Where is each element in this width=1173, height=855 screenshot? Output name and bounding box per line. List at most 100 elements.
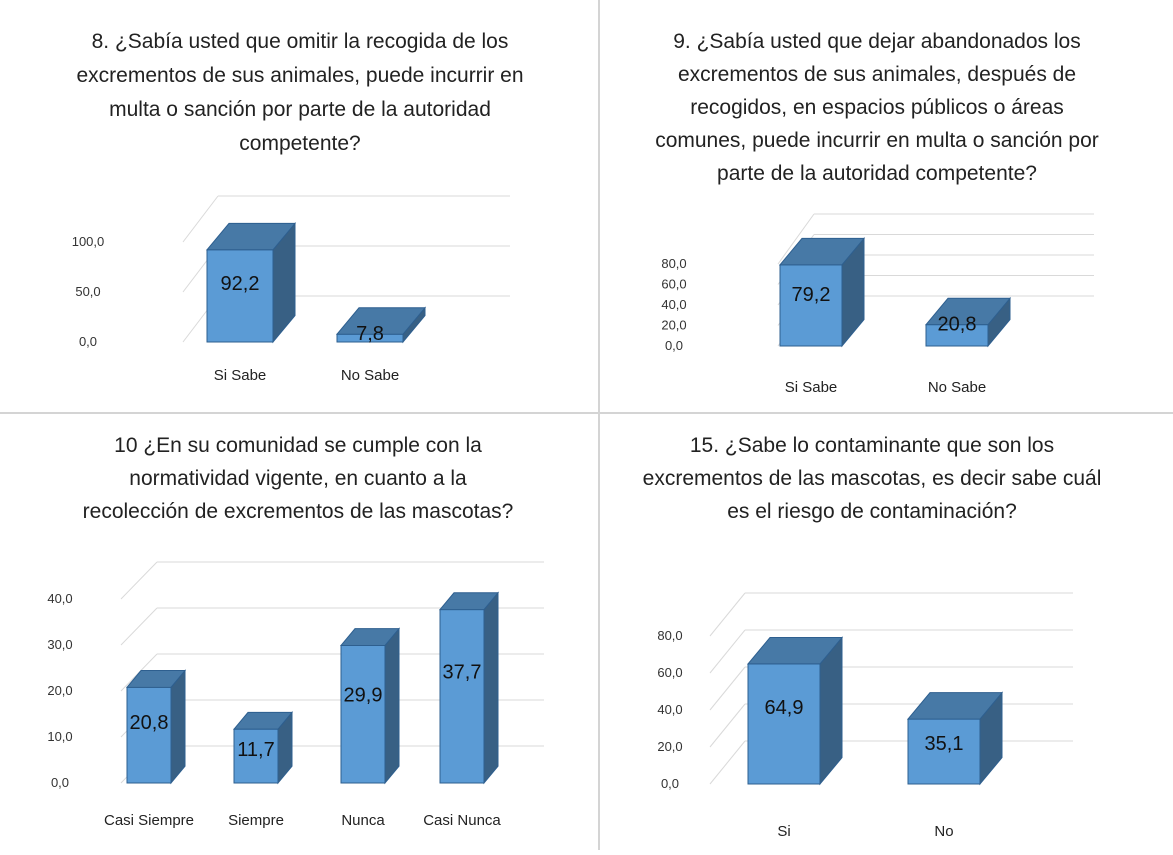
gridline-diagonal [709,666,746,711]
bar [232,710,294,785]
chart-title-line: comunes, puede incurrir en multa o sanci… [655,129,1099,152]
horizontal-divider-left [0,412,598,414]
chart-panel-q15: 15. ¿Sabe lo contaminante que son los exc… [600,414,1173,850]
gridline-diagonal [709,592,746,637]
y-tick-label: 0,0 [665,338,683,353]
bar-front [233,728,279,784]
y-tick-label: 40,0 [661,297,686,312]
gridline-diagonal [709,740,746,785]
bar [746,636,844,786]
data-label: 20,8 [938,314,977,336]
chart-title: 15. ¿Sabe lo contaminante que son los exc… [643,434,1102,523]
chart-title-line: parte de la autoridad competente? [717,162,1037,185]
y-tick-label: 50,0 [75,284,100,299]
bar-top [438,592,500,611]
bar-front [340,644,386,784]
bar-top [125,670,187,688]
data-label: 92,2 [221,273,260,295]
y-tick-label: 0,0 [51,775,69,790]
chart-title-line: 10 ¿En su comunidad se cumple con la [114,434,482,457]
data-label: 29,9 [344,685,383,707]
y-tick-label: 30,0 [47,637,72,652]
gridline-diagonal [120,607,158,646]
x-tick-label: Casi Nunca [423,812,501,829]
bar-top [746,637,844,665]
chart-title-line: excrementos de sus animales, puede incur… [76,64,523,87]
bar [335,306,427,344]
bar-side [483,591,499,785]
gridline-diagonal [777,213,815,265]
chart-title-line: normatividad vigente, en cuanto a la [129,467,467,490]
bar [438,591,500,785]
x-tick-label: Si Sabe [214,367,267,384]
chart-panel-q10: 10 ¿En su comunidad se cumple con la norm… [0,414,598,850]
x-tick-label: Casi Siempre [104,812,194,829]
gridline-diagonal [182,195,219,243]
vertical-divider [598,0,600,850]
data-label: 79,2 [792,284,831,306]
data-label: 11,7 [237,739,274,761]
bar-top [205,222,297,251]
chart-panel-q9: 9. ¿Sabía usted que dejar abandonados lo… [600,0,1173,412]
chart-title-line: 9. ¿Sabía usted que dejar abandonados lo… [673,30,1080,53]
chart-title-line: 15. ¿Sabe lo contaminante que son los [690,434,1054,457]
y-tick-label: 60,0 [661,277,686,292]
chart-title: 8. ¿Sabía usted que omitir la recogida d… [76,30,523,155]
y-tick-label: 0,0 [79,334,97,349]
chart-title-line: recolección de excrementos de las mascot… [83,500,514,523]
data-label: 64,9 [765,697,804,719]
y-tick-label: 20,0 [661,318,686,333]
bar [125,669,187,785]
chart-panel-q8: 8. ¿Sabía usted que omitir la recogida d… [0,0,598,412]
bar-side [384,627,400,785]
bar-top [906,692,1004,720]
chart-q15: 15. ¿Sabe lo contaminante que son los exc… [643,434,1102,840]
chart-title: 10 ¿En su comunidad se cumple con la norm… [83,434,514,523]
bar-front [907,718,981,785]
bar [339,627,401,785]
y-tick-label: 10,0 [47,729,72,744]
data-label: 35,1 [925,733,964,755]
y-tick-label: 40,0 [47,591,72,606]
bar-top [232,711,294,730]
gridline-diagonal [709,703,746,748]
chart-title-line: recogidos, en espacios públicos o áreas [690,96,1064,119]
data-label: 7,8 [356,323,384,345]
chart-q10: 10 ¿En su comunidad se cumple con la norm… [47,434,544,829]
bar-side [170,669,186,785]
y-tick-label: 20,0 [657,739,682,754]
bar [205,222,297,344]
horizontal-divider-right [600,412,1173,414]
x-tick-label: No [934,823,953,840]
y-tick-label: 0,0 [661,776,679,791]
bar [924,296,1012,348]
y-tick-label: 60,0 [657,665,682,680]
y-tick-label: 20,0 [47,683,72,698]
bar-front [206,249,274,343]
data-label: 37,7 [443,661,482,683]
bar [906,691,1004,786]
x-tick-label: No Sabe [928,379,986,396]
x-tick-label: No Sabe [341,367,399,384]
bar-front [747,663,821,785]
chart-q8: 8. ¿Sabía usted que omitir la recogida d… [72,30,524,384]
x-tick-label: Nunca [341,812,385,829]
x-tick-label: Si Sabe [785,379,838,396]
bar-top [335,307,427,335]
y-tick-label: 80,0 [657,628,682,643]
chart-title-line: 8. ¿Sabía usted que omitir la recogida d… [92,30,509,53]
y-tick-label: 100,0 [72,234,105,249]
x-tick-label: Siempre [228,812,284,829]
gridline-diagonal [120,561,158,600]
chart-title-line: excrementos de las mascotas, es decir sa… [643,467,1102,490]
bar-top [924,297,1012,326]
chart-title-line: excrementos de sus animales, después de [678,63,1076,86]
bar-top [339,628,401,646]
bar-top [778,237,866,266]
chart-title-line: es el riesgo de contaminación? [727,500,1017,523]
chart-title: 9. ¿Sabía usted que dejar abandonados lo… [655,30,1099,185]
x-tick-label: Si [777,823,790,840]
chart-title-line: multa o sanción por parte de la autorida… [109,98,491,121]
y-tick-label: 80,0 [661,256,686,271]
